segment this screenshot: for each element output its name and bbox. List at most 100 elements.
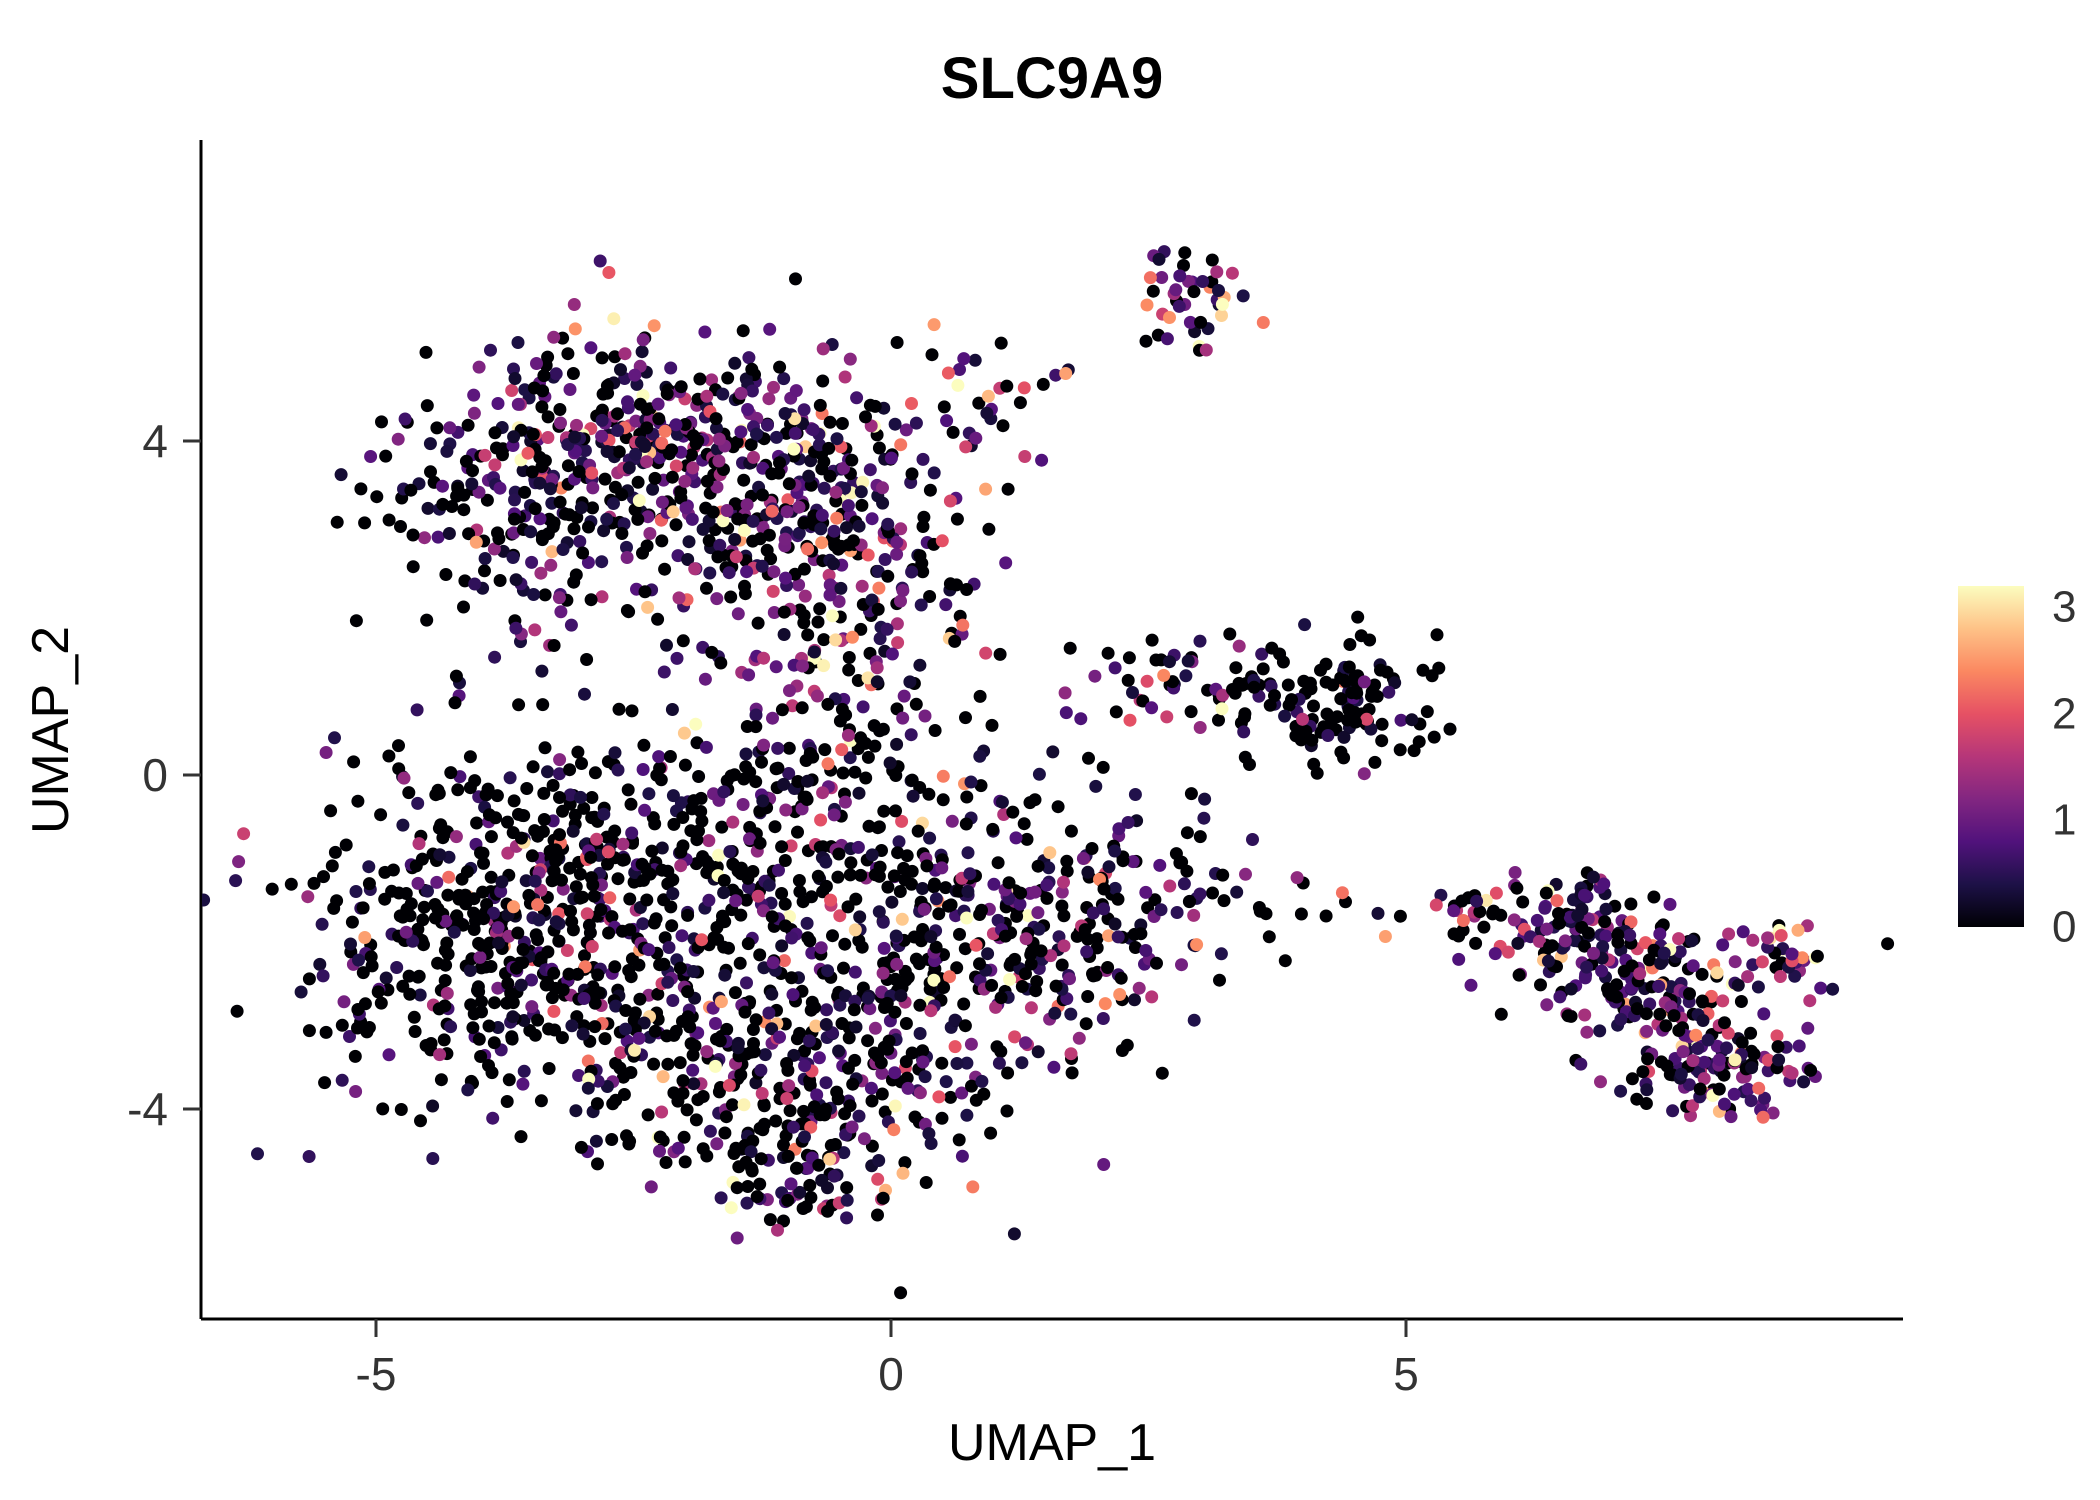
data-point [1163,311,1176,324]
colorbar-tick-label: 3 [2052,583,2076,632]
data-point [1489,886,1503,900]
data-point [526,427,540,441]
data-point [319,746,333,759]
data-point [775,840,789,854]
data-point [1108,661,1122,675]
data-point [803,934,817,948]
data-point [917,510,931,524]
data-point [940,414,954,428]
data-point [637,738,651,752]
data-point [814,941,828,955]
data-point [560,944,574,957]
data-point [873,632,887,646]
data-point [653,761,667,775]
data-point [555,873,568,887]
data-point [890,547,904,561]
data-point [661,1057,675,1071]
data-point [753,1177,767,1191]
data-point [521,446,535,460]
data-point [669,418,683,432]
data-point [1243,758,1256,771]
data-point [733,956,747,970]
data-point [996,419,1010,433]
data-point [1085,842,1099,855]
data-point [788,412,802,426]
data-point [514,831,528,845]
x-axis-title: UMAP_1 [948,1414,1156,1472]
data-point [1693,1082,1707,1096]
data-point [653,1144,666,1158]
data-point [1728,1053,1742,1067]
data-point [1035,453,1049,467]
data-point [595,429,609,443]
x-tick-label: 0 [878,1348,904,1400]
data-point [1716,938,1730,952]
data-point [702,858,716,872]
data-point [493,574,507,587]
data-point [611,407,624,421]
data-point [1639,936,1652,950]
data-point [351,1003,365,1016]
data-point [632,494,646,507]
data-point [647,319,661,333]
data-point [467,388,481,402]
data-point [950,1057,964,1070]
data-point [1216,688,1230,702]
data-point [426,1152,440,1165]
data-point [1580,960,1594,974]
data-point [619,1022,632,1036]
data-point [1469,936,1483,950]
data-point [767,565,781,579]
data-point [488,426,502,440]
data-point [356,901,370,915]
data-point [506,551,520,564]
data-point [371,985,385,999]
data-point [1511,936,1525,950]
data-point [524,525,538,539]
data-point [1238,710,1251,724]
data-point [745,362,759,376]
data-point [678,758,692,772]
data-point [567,298,581,311]
data-point [814,522,828,536]
data-point [950,578,963,592]
data-point [469,535,483,549]
data-point [392,739,405,753]
data-point [1145,633,1159,647]
data-point [975,903,988,917]
data-point [1108,844,1122,858]
data-point [729,550,743,564]
data-point [681,985,695,999]
data-point [533,476,547,490]
data-point [932,907,946,921]
data-point [822,568,836,582]
data-point [611,424,625,437]
data-point [890,617,904,631]
data-point [1122,651,1136,665]
data-point [457,503,471,517]
data-point [827,524,841,538]
data-point [881,517,895,531]
data-point [1239,867,1252,881]
data-point [1098,997,1112,1011]
data-point [736,324,750,338]
data-point [472,360,486,374]
data-point [451,783,465,797]
data-point [439,914,453,928]
data-point [662,941,676,954]
data-point [1018,450,1032,463]
data-point [1081,865,1095,879]
data-point [1000,1104,1014,1118]
data-point [1741,970,1755,984]
data-point [420,399,434,413]
data-point [717,785,731,799]
data-point [1321,729,1335,742]
data-point [542,1022,556,1036]
data-point [553,495,567,509]
data-point [1015,1056,1029,1070]
data-point [587,889,601,903]
data-point [576,546,590,560]
data-point [549,854,563,868]
data-point [538,588,552,602]
data-point [777,628,791,641]
